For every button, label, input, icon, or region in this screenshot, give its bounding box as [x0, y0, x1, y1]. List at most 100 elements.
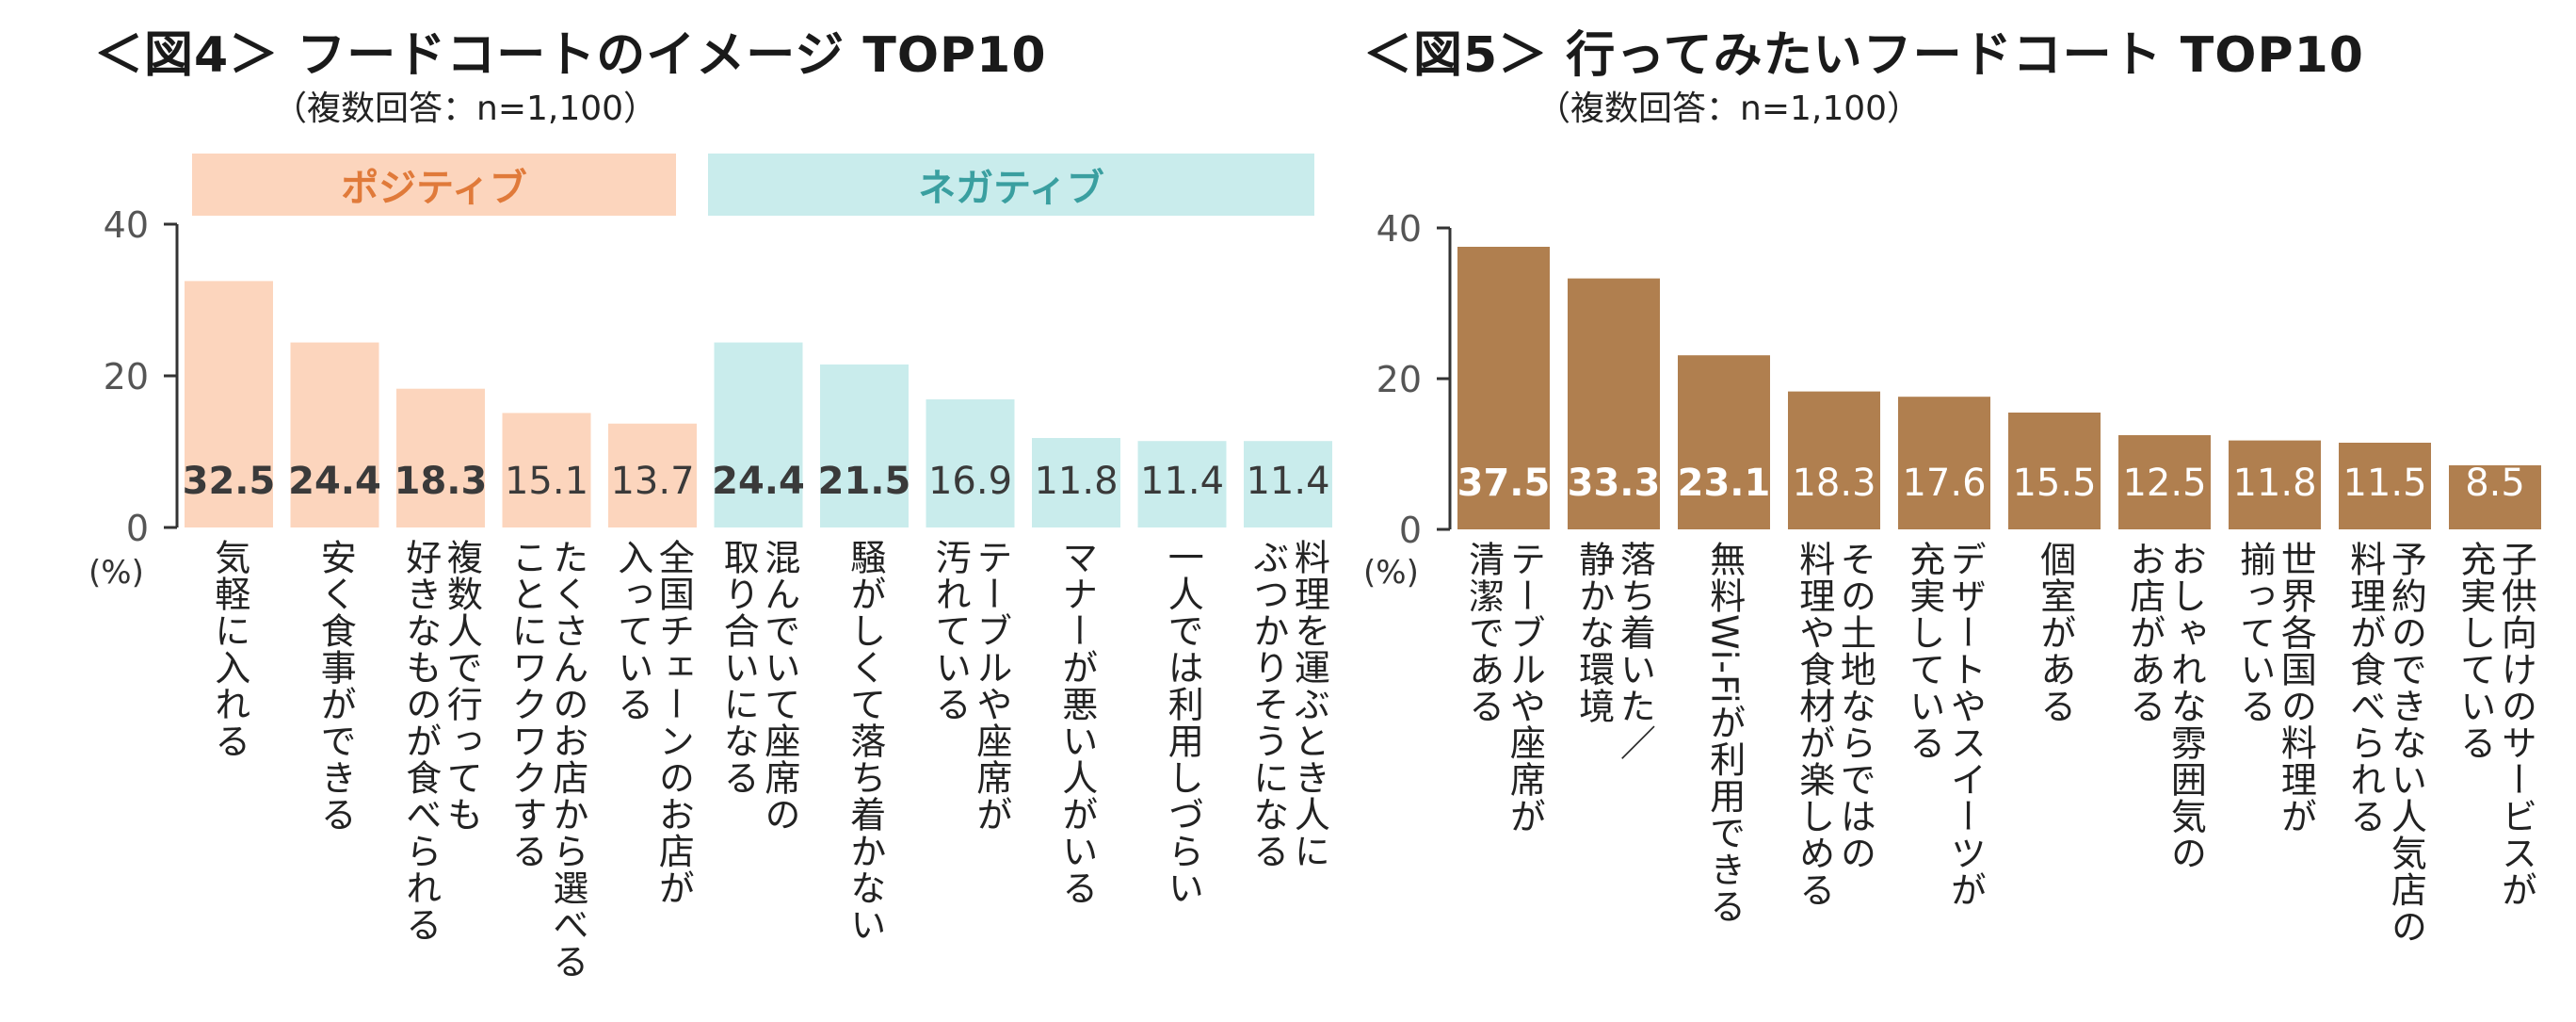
y-tick-label: 40 — [104, 204, 149, 246]
bar — [608, 423, 697, 527]
category-label: その土地ならではの 料理や食材が楽しめる — [1793, 541, 1876, 908]
bar — [290, 342, 379, 527]
category-label: 無料Wi-Fiが利用できる — [1703, 541, 1746, 925]
category-label-line: 静かな環境 — [1572, 541, 1615, 724]
bar-value-label: 32.5 — [183, 460, 276, 503]
category-label: おしゃれな雰囲気の お店がある — [2123, 541, 2207, 871]
bar-value-label: 8.5 — [2465, 462, 2525, 505]
bar-value-label: 21.5 — [818, 460, 911, 503]
bar-value-label: 11.4 — [1246, 460, 1329, 503]
y-tick-label: 20 — [1377, 359, 1422, 400]
bar — [1568, 278, 1660, 529]
category-label: 複数人で行っても 好きなものが食べられる — [399, 539, 483, 943]
category-label-line: 料理を運ぶとき人に — [1288, 539, 1330, 869]
category-label-line: 複数人で行っても — [441, 539, 483, 833]
category-label-line: 揃っている — [2233, 541, 2276, 724]
figure-4-title: ＜図4＞ フードコートのイメージ TOP10 — [94, 27, 1047, 84]
category-label: テーブルや座席が 清潔である — [1462, 541, 1546, 835]
category-label-line: 清潔である — [1462, 541, 1505, 724]
figure-5-title: ＜図5＞ 行ってみたいフードコート TOP10 — [1363, 27, 2364, 84]
bar — [1244, 441, 1332, 527]
category-label: 個室がある — [2034, 541, 2076, 724]
category-label-line: その土地ならではの — [1834, 541, 1876, 871]
category-label: マナーが悪い人がいる — [1055, 539, 1098, 906]
figure-5-unit-label: (%) — [1363, 554, 1419, 592]
bar-value-label: 11.8 — [2232, 462, 2316, 505]
bar-value-label: 24.4 — [712, 460, 805, 503]
bar-value-label: 37.5 — [1457, 462, 1551, 505]
bar-value-label: 18.3 — [394, 460, 488, 503]
figure-4-bar-chart: 0 20 40 32.5 24.4 18.3 15.1 13.7 24.4 21.5 16.9 11.… — [104, 204, 1332, 549]
category-label-line: 全国チェーンのお店が — [652, 539, 695, 906]
category-label: 子供向けのサービスが 充実している — [2454, 541, 2537, 908]
bar-value-label: 33.3 — [1568, 462, 1661, 505]
category-label-line: 騒がしくて落ち着かない — [844, 539, 886, 943]
category-label-line: 好きなものが食べられる — [399, 539, 442, 943]
bar-value-label: 13.7 — [610, 460, 694, 503]
figure-4-unit-label: (%) — [89, 554, 144, 592]
category-label-line: 充実している — [1903, 541, 1945, 761]
category-label-line: 取り合いになる — [717, 539, 760, 796]
category-label: 料理を運ぶとき人に ぶつかりそうになる — [1247, 539, 1330, 869]
bar — [714, 342, 803, 527]
category-label-line: 料理や食材が楽しめる — [1793, 541, 1835, 908]
category-label: 全国チェーンのお店が 入っている — [611, 539, 695, 906]
category-label-line: 汚れている — [929, 539, 972, 722]
category-label: たくさんのお店から選べる ことにワクワクする — [506, 539, 588, 980]
category-label: テーブルや座席が 汚れている — [929, 539, 1012, 833]
category-label: 予約のできない人気店の 料理が食べられる — [2343, 541, 2427, 945]
category-label-line: 予約のできない人気店の — [2385, 541, 2427, 945]
bar-value-label: 15.5 — [2012, 462, 2096, 505]
category-label-line: お店がある — [2123, 541, 2165, 724]
bar — [1678, 355, 1770, 529]
bar-value-label: 11.4 — [1140, 460, 1224, 503]
bar-value-label: 16.9 — [928, 460, 1012, 503]
category-label: デザートやスイーツが 充実している — [1903, 541, 1987, 908]
bar-value-label: 18.3 — [1792, 462, 1876, 505]
category-label-line: 混んでいて座席の — [758, 539, 800, 833]
bar — [2229, 440, 2321, 529]
category-label-line: 充実している — [2454, 541, 2496, 761]
bar — [1137, 441, 1227, 527]
bar — [1032, 438, 1120, 527]
category-label-line: ことにワクワクする — [506, 539, 548, 869]
category-label-line: 世界各国の料理が — [2275, 541, 2317, 835]
category-label-line: 子供向けのサービスが — [2495, 541, 2537, 908]
category-label-line: マナーが悪い人がいる — [1055, 539, 1098, 906]
negative-group-band: ネガティブ — [708, 154, 1314, 216]
bar — [1788, 391, 1880, 529]
positive-group-band: ポジティブ — [192, 154, 676, 216]
y-tick-label: 0 — [126, 508, 149, 549]
y-tick-label: 40 — [1377, 208, 1422, 250]
category-label-line: 入っている — [611, 539, 653, 722]
bar — [2339, 443, 2431, 529]
category-label-line: テーブルや座席が — [1504, 541, 1546, 835]
bar — [2008, 413, 2101, 529]
category-label-line: おしゃれな雰囲気の — [2165, 541, 2207, 871]
category-label: 落ち着いた／ 静かな環境 — [1572, 541, 1656, 761]
category-label: 世界各国の料理が 揃っている — [2233, 541, 2317, 835]
bar-value-label: 17.6 — [1902, 462, 1986, 505]
bar — [396, 388, 485, 527]
y-tick-label: 20 — [104, 356, 149, 397]
bar — [820, 364, 909, 527]
bar-value-label: 15.1 — [505, 460, 588, 503]
bar — [1898, 397, 1990, 529]
category-label-line: ぶつかりそうになる — [1247, 539, 1289, 869]
figure-4-panel: ＜図4＞ フードコートのイメージ TOP10 （複数回答：n=1,100） ポジ… — [89, 27, 1332, 980]
bar — [502, 413, 591, 527]
category-label-line: 安く食事ができる — [314, 539, 357, 833]
category-label: 安く食事ができる — [314, 539, 356, 833]
figure-5-panel: ＜図5＞ 行ってみたいフードコート TOP10 （複数回答：n=1,100） 0… — [1318, 0, 2576, 1022]
category-label-line: デザートやスイーツが — [1944, 541, 1987, 908]
bar-value-label: 11.5 — [2343, 462, 2426, 505]
category-label-line: テーブルや座席が — [970, 539, 1012, 833]
y-tick-label: 0 — [1399, 510, 1422, 551]
bar-value-label: 24.4 — [288, 460, 381, 503]
category-label-line: 気軽に入れる — [208, 539, 250, 759]
category-label-line: 無料Wi-Fiが利用できる — [1703, 541, 1746, 925]
bar-value-label: 23.1 — [1678, 462, 1771, 505]
category-label-line: 一人では利用しづらい — [1162, 539, 1204, 906]
figure-4-subtitle: （複数回答：n=1,100） — [273, 89, 658, 128]
bar — [2449, 465, 2541, 529]
